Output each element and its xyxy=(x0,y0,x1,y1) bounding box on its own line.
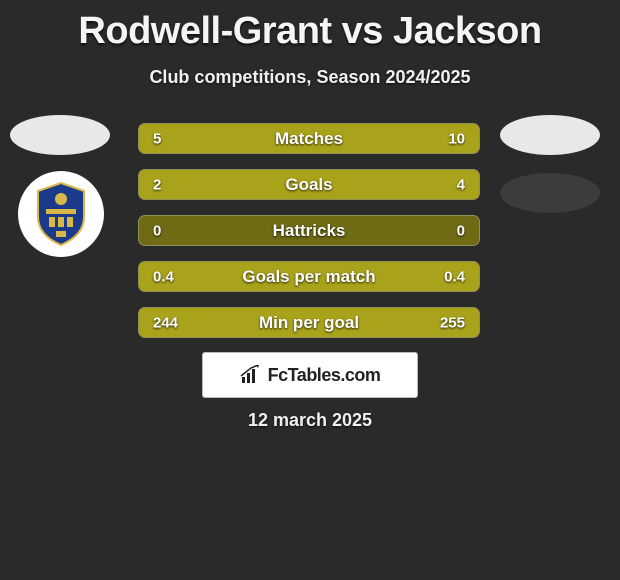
comparison-bars: Matches5 10 Goals2 4 Hattricks0 0 Goals per ma… xyxy=(138,123,480,338)
bar-row: Goals2 4 xyxy=(138,169,480,200)
bar-row: Min per goal244 255 xyxy=(138,307,480,338)
club-crest xyxy=(18,171,104,257)
bar-value-right: 0 xyxy=(457,222,465,239)
bar-value-right: 255 xyxy=(440,314,465,331)
avatars-right xyxy=(500,115,600,213)
avatar-placeholder xyxy=(500,173,600,213)
bar-label: Min per goal xyxy=(139,313,479,333)
avatar-placeholder xyxy=(500,115,600,155)
bar-label: Hattricks xyxy=(139,221,479,241)
bar-value-right: 0.4 xyxy=(444,268,465,285)
bar-value-left: 244 xyxy=(153,314,178,331)
avatar-placeholder xyxy=(10,115,110,155)
bar-value-right: 10 xyxy=(448,130,465,147)
bar-label: Matches xyxy=(139,129,479,149)
bar-value-left: 0 xyxy=(153,222,161,239)
subtitle: Club competitions, Season 2024/2025 xyxy=(0,67,620,88)
date-label: 12 march 2025 xyxy=(0,410,620,431)
club-crest-icon xyxy=(34,181,88,247)
bar-value-left: 5 xyxy=(153,130,161,147)
brand-logo: FcTables.com xyxy=(202,352,418,398)
bar-value-left: 2 xyxy=(153,176,161,193)
bar-label: Goals xyxy=(139,175,479,195)
bar-label: Goals per match xyxy=(139,267,479,287)
bar-value-left: 0.4 xyxy=(153,268,174,285)
chart-icon xyxy=(240,365,262,385)
page-title: Rodwell-Grant vs Jackson xyxy=(0,0,620,53)
bar-value-right: 4 xyxy=(457,176,465,193)
bar-row: Hattricks0 0 xyxy=(138,215,480,246)
brand-text: FcTables.com xyxy=(268,365,381,386)
avatars-left xyxy=(10,115,110,257)
bar-row: Matches5 10 xyxy=(138,123,480,154)
bar-row: Goals per match0.4 0.4 xyxy=(138,261,480,292)
